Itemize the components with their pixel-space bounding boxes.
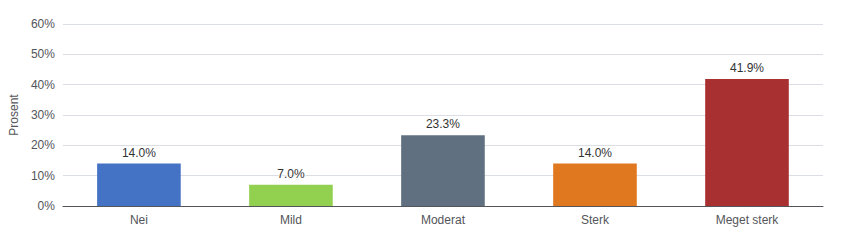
svg-text:Nei: Nei: [130, 213, 148, 227]
svg-text:Mild: Mild: [280, 213, 302, 227]
svg-text:14.0%: 14.0%: [578, 146, 612, 160]
svg-text:41.9%: 41.9%: [730, 61, 764, 75]
svg-text:30%: 30%: [31, 108, 55, 122]
svg-text:Sterk: Sterk: [581, 213, 610, 227]
svg-text:40%: 40%: [31, 78, 55, 92]
svg-text:23.3%: 23.3%: [426, 117, 460, 131]
svg-text:50%: 50%: [31, 47, 55, 61]
svg-text:60%: 60%: [31, 17, 55, 31]
svg-text:Moderat: Moderat: [421, 213, 466, 227]
svg-text:10%: 10%: [31, 169, 55, 183]
svg-text:0%: 0%: [38, 199, 56, 213]
svg-text:14.0%: 14.0%: [122, 146, 156, 160]
svg-text:20%: 20%: [31, 138, 55, 152]
svg-text:7.0%: 7.0%: [277, 167, 305, 181]
svg-text:Meget sterk: Meget sterk: [716, 213, 780, 227]
svg-text:Prosent: Prosent: [7, 94, 21, 136]
